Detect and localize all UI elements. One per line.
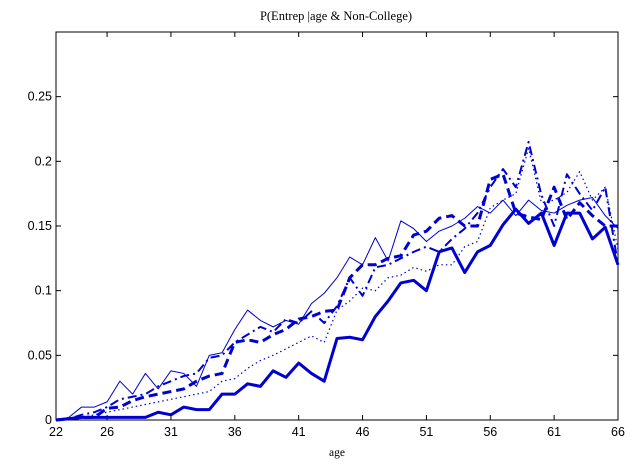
series-line-3 xyxy=(55,172,618,422)
series-line-5 xyxy=(55,147,619,421)
x-axis-label: age xyxy=(329,447,345,459)
x-tick-label: 61 xyxy=(547,425,561,439)
x-tick-label: 26 xyxy=(100,425,114,439)
chart-title: P(Entrep |age & Non-College) xyxy=(260,9,412,23)
y-tick-label: 0.05 xyxy=(28,348,52,362)
y-tick-label: 0 xyxy=(45,413,52,427)
y-axis-ticks: 0 0.05 0.1 0.15 0.2 0.25 xyxy=(28,90,618,427)
y-tick-label: 0.2 xyxy=(35,154,52,168)
plot-area-frame xyxy=(55,31,619,421)
series-line-1 xyxy=(55,207,620,422)
x-tick-label: 31 xyxy=(164,425,178,439)
x-tick-label: 46 xyxy=(356,425,370,439)
x-tick-label: 22 xyxy=(49,425,63,439)
series-line-4 xyxy=(55,140,619,421)
series-line-2 xyxy=(55,197,619,421)
x-axis-ticks: 22 26 31 36 41 46 51 56 61 66 xyxy=(49,32,625,439)
x-tick-label: 51 xyxy=(419,425,433,439)
y-tick-label: 0.1 xyxy=(35,284,52,298)
x-tick-label: 36 xyxy=(228,425,242,439)
y-tick-label: 0.25 xyxy=(28,90,52,104)
series-layer xyxy=(55,140,620,422)
x-tick-label: 66 xyxy=(611,425,625,439)
y-tick-label: 0.15 xyxy=(28,219,52,233)
x-tick-label: 56 xyxy=(483,425,497,439)
x-tick-label: 41 xyxy=(292,425,306,439)
